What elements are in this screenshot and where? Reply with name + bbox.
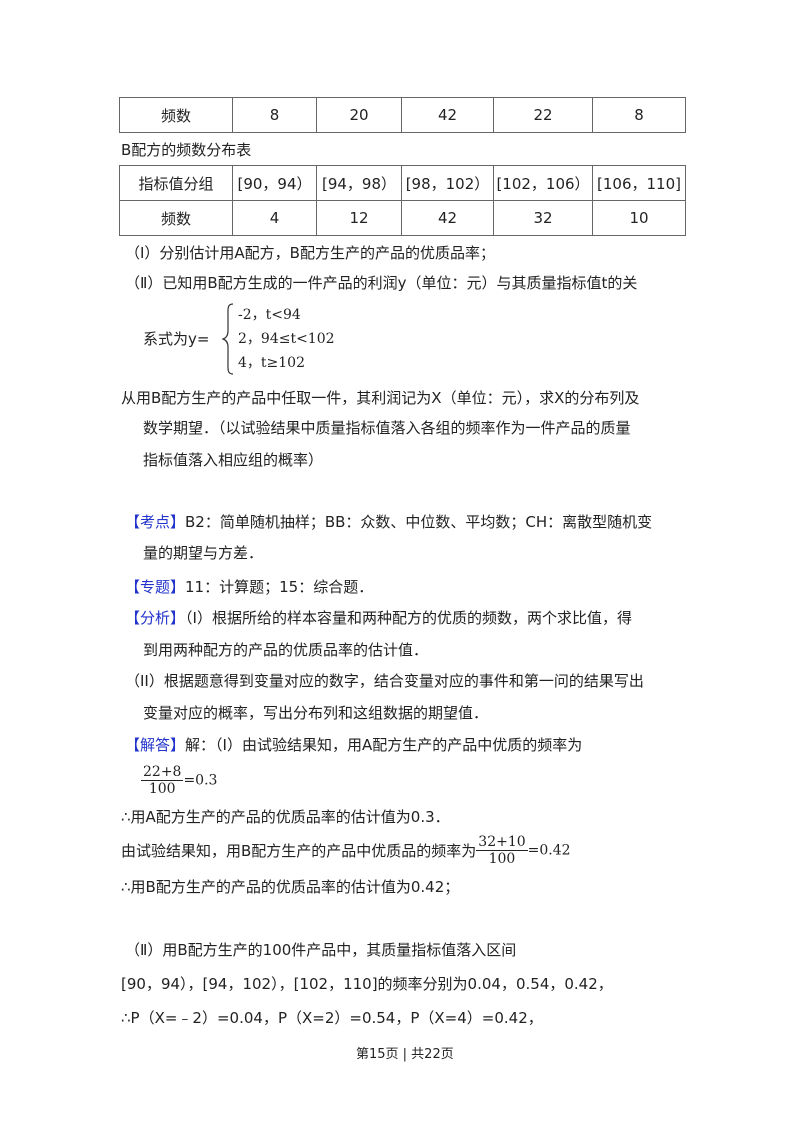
question-part1: （Ⅰ）分别估计用A配方，B配方生产的产品的优质品率； <box>125 244 495 262</box>
table-cell: 8 <box>232 97 317 133</box>
table-a-frequency-row: 频数 8 20 42 22 8 <box>119 97 686 133</box>
table-header-cell: [98，102） <box>401 165 494 201</box>
table-cell: 42 <box>401 200 494 236</box>
table-header-cell: [94，98） <box>316 165 402 201</box>
kaodian-line1: 【考点】B2：简单随机抽样；BB：众数、中位数、平均数；CH：离散型随机变 <box>125 512 652 532</box>
table-cell: 42 <box>401 97 494 133</box>
table-cell: 频数 <box>119 97 233 133</box>
fenxi-line1: 【分析】（I）根据所给的样本容量和两种配方的优质的频数，两个求比值，得 <box>125 608 632 628</box>
table-cell: 10 <box>592 200 686 236</box>
table-header-cell: 指标值分组 <box>119 165 233 201</box>
jieda-line5: （Ⅱ）用B配方生产的100件产品中，其质量指标值落入区间 <box>125 941 517 959</box>
table-header-cell: [106，110] <box>592 165 686 201</box>
question-part2-line1: （Ⅱ）已知用B配方生成的一件产品的利润y（单位：元）与其质量指标值t的关 <box>125 274 638 292</box>
fraction-numerator: 32+10 <box>476 834 528 851</box>
fraction-result: =0.3 <box>183 772 218 789</box>
fraction-numerator: 22+8 <box>141 764 184 781</box>
fraction-a: 22+8 100 =0.3 <box>141 764 217 797</box>
question-part2-prefix: 系式为y= <box>143 330 210 348</box>
zhuanti-tag: 【专题】 <box>125 578 186 596</box>
fenxi-text: （I）根据所给的样本容量和两种配方的优质的频数，两个求比值，得 <box>185 609 632 627</box>
table-b-caption: B配方的频数分布表 <box>121 141 252 159</box>
table-cell: 4 <box>232 200 317 236</box>
table-cell: 20 <box>316 97 402 133</box>
jieda-line7: ∴P（X=﹣2）=0.04，P（X=2）=0.54，P（X=4）=0.42， <box>121 1009 543 1027</box>
question-part2-line4: 指标值落入相应组的概率） <box>143 451 324 469</box>
case-line: 4，t≥102 <box>238 355 305 371</box>
table-cell: 32 <box>493 200 593 236</box>
fenxi-line2: 到用两种配方的产品的优质品率的估计值． <box>143 641 429 659</box>
zhuanti-text: 11：计算题；15：综合题． <box>185 578 374 596</box>
fraction-denominator: 100 <box>148 781 176 797</box>
jieda-tag: 【解答】 <box>125 736 186 754</box>
table-b: 指标值分组 [90，94） [94，98） [98，102） [102，106）… <box>119 165 686 236</box>
table-cell: 12 <box>316 200 402 236</box>
table-header-cell: [102，106） <box>493 165 593 201</box>
jieda-line2: ∴用A配方生产的产品的优质品率的估计值为0.3． <box>121 808 450 826</box>
fraction-denominator: 100 <box>488 851 516 867</box>
kaodian-line2: 量的期望与方差． <box>143 544 264 562</box>
jieda-text: 由试验结果知，用B配方生产的产品中优质品的频率为 <box>121 842 477 860</box>
table-cell: 8 <box>592 97 686 133</box>
table-cell: 频数 <box>119 200 233 236</box>
table-header-row: 指标值分组 [90，94） [94，98） [98，102） [102，106）… <box>119 165 686 201</box>
case-line: 2，94≤t<102 <box>238 331 335 347</box>
fenxi-tag: 【分析】 <box>125 609 186 627</box>
table-row: 频数 8 20 42 22 8 <box>119 97 686 133</box>
table-cell: 22 <box>493 97 593 133</box>
kaodian-text: B2：简单随机抽样；BB：众数、中位数、平均数；CH：离散型随机变 <box>185 513 653 531</box>
question-part2-line2: 从用B配方生产的产品中任取一件，其利润记为X（单位：元），求X的分布列及 <box>121 389 640 407</box>
question-part2-line3: 数学期望．（以试验结果中质量指标值落入各组的频率作为一件产品的质量 <box>143 419 631 437</box>
fenxi-line4: 变量对应的概率，写出分布列和这组数据的期望值． <box>143 704 489 722</box>
table-header-cell: [90，94） <box>232 165 317 201</box>
jieda-line1: 【解答】解：（Ⅰ）由试验结果知，用A配方生产的产品中优质的频率为 <box>125 735 582 755</box>
page-footer: 第15页 | 共22页 <box>356 1047 454 1062</box>
fraction-result: =0.42 <box>527 842 571 859</box>
left-brace-icon <box>222 303 234 375</box>
jieda-line4: ∴用B配方生产的产品的优质品率的估计值为0.42； <box>121 878 460 896</box>
jieda-line6: [90，94），[94，102），[102，110]的频率分别为0.04，0.5… <box>121 975 613 993</box>
jieda-line3: 由试验结果知，用B配方生产的产品中优质品的频率为 32+10 100 =0.42 <box>121 834 571 867</box>
case-line: -2，t<94 <box>238 307 301 323</box>
zhuanti-line: 【专题】11：计算题；15：综合题． <box>125 577 373 597</box>
jieda-text: 解：（Ⅰ）由试验结果知，用A配方生产的产品中优质的频率为 <box>185 736 583 754</box>
fenxi-line3: （II）根据题意得到变量对应的数字，结合变量对应的事件和第一问的结果写出 <box>125 672 644 690</box>
table-row: 频数 4 12 42 32 10 <box>119 200 686 236</box>
kaodian-tag: 【考点】 <box>125 513 186 531</box>
